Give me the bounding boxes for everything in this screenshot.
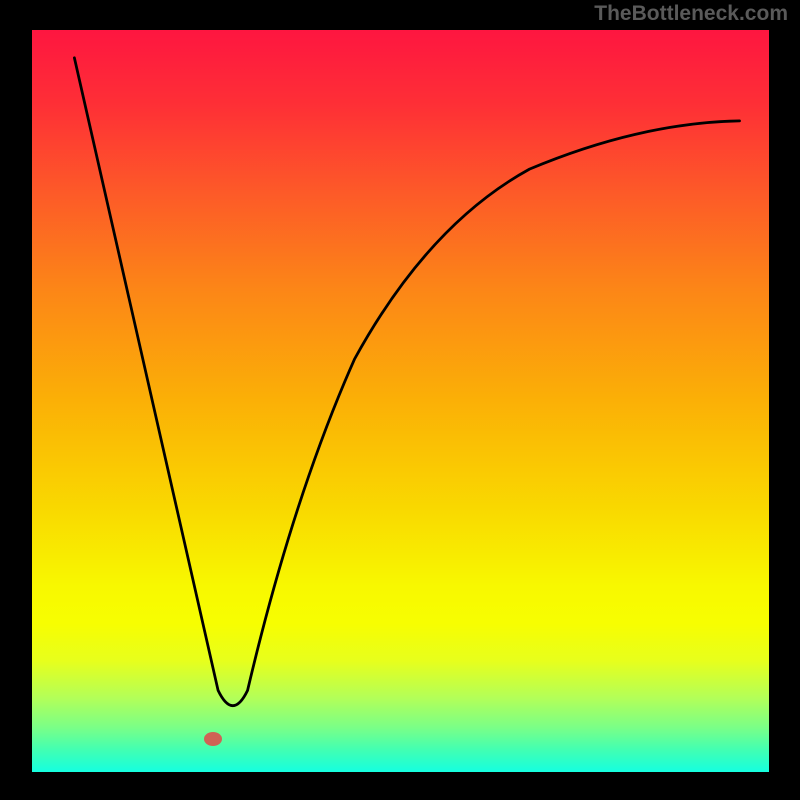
bottleneck-curve <box>74 58 739 706</box>
plot-area <box>32 30 769 772</box>
curve-overlay <box>32 30 769 772</box>
watermark-text: TheBottleneck.com <box>594 2 788 26</box>
optimum-marker <box>204 732 222 746</box>
